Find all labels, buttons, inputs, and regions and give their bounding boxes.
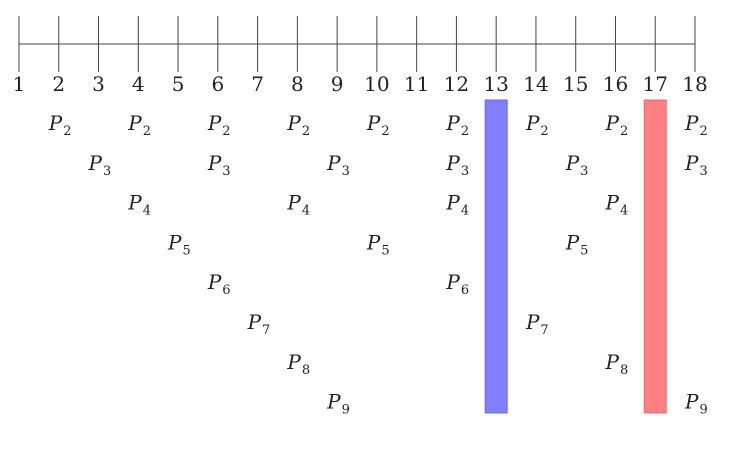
p2-label: P2 xyxy=(207,111,231,139)
p3-label: P3 xyxy=(88,151,112,179)
tick-label: 17 xyxy=(643,72,668,96)
tick-label: 10 xyxy=(364,72,389,96)
tick-label: 18 xyxy=(682,72,707,96)
tick-label: 16 xyxy=(603,72,628,96)
p2-label: P2 xyxy=(604,111,628,139)
tick-label: 8 xyxy=(291,72,304,96)
p5-label: P5 xyxy=(167,230,191,258)
tick-label: 4 xyxy=(132,72,145,96)
tick-label: 1 xyxy=(13,72,26,96)
p8-label: P8 xyxy=(604,350,628,378)
p4-label: P4 xyxy=(445,191,469,219)
p6-label: P6 xyxy=(445,270,469,298)
p8-label: P8 xyxy=(286,350,310,378)
p-labels: P2 P2 P2 P2 P2 P2 P2 P2 P2 P3 P3 P3 P3 P3 P3 P4 P4 P4 P4 P5… xyxy=(48,111,708,418)
p2-label: P2 xyxy=(286,111,310,139)
tick-label: 3 xyxy=(92,72,105,96)
p6-label: P6 xyxy=(207,270,231,298)
p4-label: P4 xyxy=(127,191,151,219)
p3-label: P3 xyxy=(326,151,350,179)
p3-label: P3 xyxy=(565,151,589,179)
tick-label: 5 xyxy=(172,72,185,96)
p9-label: P9 xyxy=(326,390,350,418)
p7-label: P7 xyxy=(247,310,271,338)
p4-label: P4 xyxy=(286,191,310,219)
p3-label: P3 xyxy=(445,151,469,179)
p5-label: P5 xyxy=(366,230,390,258)
tick-label: 9 xyxy=(331,72,344,96)
p2-label: P2 xyxy=(366,111,390,139)
p3-label: P3 xyxy=(207,151,231,179)
tick-label: 14 xyxy=(523,72,548,96)
p2-label: P2 xyxy=(127,111,151,139)
p9-label: P9 xyxy=(684,390,708,418)
p7-label: P7 xyxy=(525,310,549,338)
p3-label: P3 xyxy=(684,151,708,179)
p5-label: P5 xyxy=(565,230,589,258)
p4-label: P4 xyxy=(604,191,628,219)
tick-label: 12 xyxy=(444,72,469,96)
tick-label: 15 xyxy=(563,72,588,96)
p2-label: P2 xyxy=(684,111,708,139)
p2-label: P2 xyxy=(48,111,72,139)
p2-label: P2 xyxy=(445,111,469,139)
p2-label: P2 xyxy=(525,111,549,139)
tick-label: 7 xyxy=(251,72,264,96)
tick-label: 11 xyxy=(404,72,429,96)
tick-label: 6 xyxy=(211,72,224,96)
tick-label: 2 xyxy=(52,72,65,96)
highlight-bars xyxy=(484,99,667,414)
number-line: 1 2 3 4 5 6 7 8 9 10 11 12 13 14 15 16 17 18 xyxy=(13,16,708,96)
highlight-bar-13 xyxy=(484,99,508,414)
tick-label: 13 xyxy=(483,72,508,96)
highlight-bar-17 xyxy=(643,99,667,414)
